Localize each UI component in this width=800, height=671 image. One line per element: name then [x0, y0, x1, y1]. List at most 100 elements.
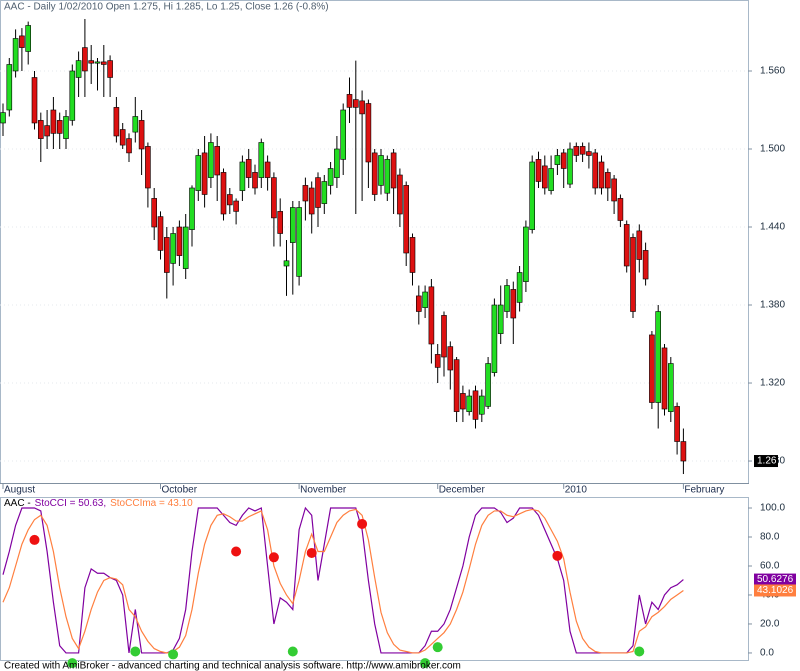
candle-body — [107, 60, 113, 78]
candle-body — [535, 159, 542, 182]
signal-dot — [29, 534, 40, 545]
price-title: AAC - Daily 1/02/2010 Open 1.275, Hi 1.2… — [4, 2, 329, 13]
candle-body — [302, 185, 309, 202]
candle-body — [371, 152, 378, 195]
last-value-label: 43.1026 — [757, 585, 794, 596]
y-tick-label: 1.380 — [760, 300, 785, 311]
candle-body — [415, 295, 422, 312]
candle-body — [233, 200, 239, 212]
y-tick-label: 80.0 — [760, 532, 780, 543]
series-line — [2, 508, 684, 654]
candle-body — [327, 168, 334, 186]
candle-body — [604, 172, 611, 189]
candle-body — [642, 250, 649, 280]
candle-body — [365, 103, 372, 163]
candle-body — [283, 260, 290, 267]
candle-body — [94, 61, 101, 64]
candle-body — [554, 155, 561, 165]
y-tick-label: 20.0 — [760, 619, 780, 630]
candle-body — [434, 354, 441, 368]
y-tick-label: 100.0 — [760, 503, 785, 514]
candle-body — [271, 177, 277, 219]
candle-body — [428, 286, 435, 345]
last-value-box — [754, 573, 796, 586]
title-part: AAC - — [4, 498, 31, 509]
candle-body — [516, 272, 523, 303]
y-tick-label: 1.320 — [760, 378, 785, 389]
candle-body — [195, 155, 202, 191]
candle-body — [491, 304, 498, 373]
signal-dot — [130, 646, 141, 657]
candle-body — [164, 237, 170, 273]
candle-body — [384, 159, 391, 194]
candle-body — [460, 393, 466, 410]
candle-body — [138, 120, 145, 150]
candle-body — [346, 94, 353, 108]
candle-body — [75, 60, 82, 78]
candle-body — [453, 359, 460, 412]
candle-body — [252, 172, 258, 189]
candle-body — [680, 441, 687, 462]
x-tick-label: December — [439, 485, 486, 496]
candle-body — [245, 159, 252, 178]
candle-body — [567, 148, 573, 185]
candle-body — [485, 363, 491, 407]
signal-dot — [552, 550, 563, 561]
footer: Created with AmiBroker - advanced charti… — [4, 661, 461, 671]
candle-body — [560, 152, 567, 169]
signal-dot — [231, 546, 242, 557]
candle-body — [447, 346, 454, 371]
title-part: StoCCIma = 43.10 — [110, 498, 193, 509]
signal-dot — [67, 658, 78, 669]
candle-body — [497, 304, 504, 334]
x-tick-label: 2010 — [565, 485, 588, 496]
candle-body — [617, 198, 624, 221]
candle-body — [403, 185, 410, 254]
candle-body — [667, 363, 674, 412]
last-value-box — [754, 584, 796, 597]
candle-body — [113, 107, 120, 137]
candle-body — [548, 168, 554, 191]
candle-body — [592, 152, 599, 189]
candle-body — [201, 152, 208, 195]
candle-body — [661, 347, 668, 410]
candle-body — [101, 61, 107, 65]
x-tick-label: November — [300, 485, 347, 496]
candle-body — [378, 155, 384, 186]
title-part: StoCCI = 50.63, — [35, 498, 106, 509]
candle-body — [145, 146, 151, 189]
signal-dot — [168, 649, 179, 660]
oscillator-frame — [0, 497, 749, 661]
candle-body — [63, 116, 69, 139]
candle-body — [0, 112, 6, 124]
candle-body — [189, 187, 195, 230]
candle-body — [340, 109, 347, 160]
candle-body — [31, 77, 38, 124]
candle-body — [82, 47, 88, 72]
candle-body — [352, 99, 359, 108]
candle-body — [573, 146, 580, 156]
candle-body — [334, 148, 340, 178]
candle-body — [674, 406, 680, 442]
candle-body — [510, 289, 517, 319]
candle-body — [296, 207, 302, 277]
candle-body — [422, 291, 428, 308]
candle-body — [69, 70, 76, 121]
x-tick-label: February — [684, 485, 724, 496]
candle-body — [441, 315, 447, 358]
candle-body — [25, 25, 32, 52]
candle-body — [649, 334, 655, 403]
x-tick-label: August — [4, 485, 35, 496]
candle-body — [277, 211, 284, 234]
candle-body — [19, 35, 25, 48]
candle-body — [529, 161, 536, 230]
y-tick-label: 1.500 — [760, 144, 785, 155]
candle-body — [214, 146, 220, 176]
oscillator-title: AAC - StoCCI = 50.63, StoCCIma = 43.10 — [4, 498, 193, 509]
candle-body — [315, 177, 321, 208]
candle-body — [37, 120, 44, 139]
candle-body — [88, 60, 94, 64]
signal-dot — [287, 646, 298, 657]
candle-body — [170, 233, 176, 264]
